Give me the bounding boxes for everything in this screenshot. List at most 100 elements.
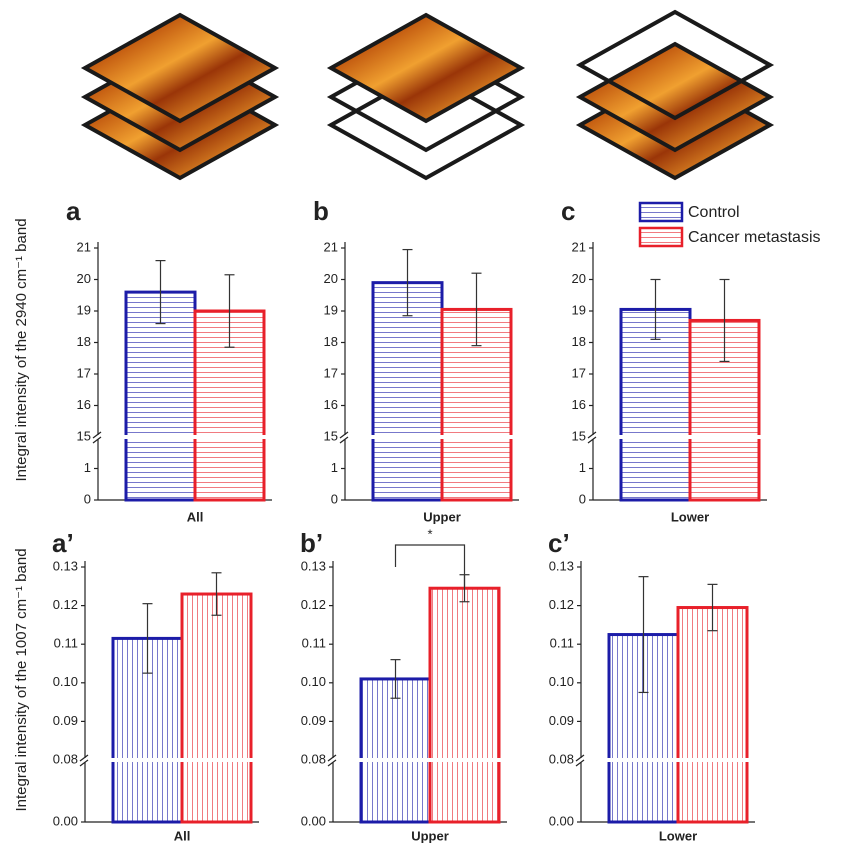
y-tick-label: 0.09 [549,713,574,728]
y-tick-label: 0.11 [302,636,326,651]
y-tick-label: 0 [331,491,338,506]
significance-bracket [394,544,466,587]
break-mark [587,431,597,439]
bar [371,281,444,502]
y-tick-label: 19 [572,302,586,317]
x-tick-label: Lower [671,509,709,524]
y-tick-label: 21 [77,239,91,254]
layer-stacks [80,9,775,181]
y-tick-label: 0.09 [301,713,326,728]
error-bar [719,278,730,362]
y-tick-label: 18 [572,334,586,349]
break-mark [587,436,597,444]
axis-break [327,758,507,762]
panel-label: a’ [52,528,74,558]
break-mark [575,754,585,762]
legend-label: Control [688,204,740,221]
y-tick-label: 0.10 [53,674,78,689]
error-bar [155,260,166,325]
break-mark [575,759,585,767]
y-tick-label: 0.13 [301,558,326,573]
layer [575,41,775,153]
y-tick-label: 0.00 [53,813,78,828]
bar [359,677,432,824]
y-tick-label: 17 [324,365,338,380]
y-tick-label: 0.08 [549,751,574,766]
y-tick-label: 20 [572,271,586,286]
x-tick-label: Upper [423,509,461,524]
panel-label: a [66,196,81,226]
y-axis-label: Integral intensity of the 2940 cm⁻¹ band [13,218,30,481]
y-tick-label: 0 [84,491,91,506]
panel-label: c [561,196,575,226]
y-tick-label: 16 [77,397,91,412]
y-tick-label: 17 [572,365,586,380]
axis-break [79,758,259,762]
error-bar [650,278,661,340]
bar [180,592,253,824]
y-tick-label: 1 [579,460,586,475]
legend-swatch [638,226,684,248]
x-tick-label: Upper [411,828,449,843]
x-tick-label: Lower [659,828,697,843]
panel-label: b [313,196,329,226]
y-axis-label: Integral intensity of the 1007 cm⁻¹ band [13,548,30,811]
legend-label: Cancer metastasis [688,229,821,246]
axis-break [339,435,519,439]
y-tick-label: 0.00 [301,813,326,828]
y-tick-label: 0 [579,491,586,506]
break-mark [92,431,102,439]
y-tick-label: 16 [572,397,586,412]
significance-label: * [427,526,432,541]
x-tick-label: All [187,509,204,524]
layer [326,12,526,124]
break-mark [327,759,337,767]
y-tick-label: 15 [572,428,586,443]
y-tick-label: 0.10 [549,674,574,689]
error-bar [638,576,649,694]
axis-break [587,435,767,439]
y-tick-label: 19 [77,302,91,317]
y-tick-label: 18 [324,334,338,349]
y-tick-label: 15 [324,428,338,443]
error-bar [402,248,413,317]
y-tick-label: 17 [77,365,91,380]
y-tick-label: 0.12 [549,597,574,612]
error-bar [142,603,153,674]
y-tick-label: 0.13 [549,558,574,573]
y-tick-label: 0.08 [53,751,78,766]
layer [326,69,526,181]
y-tick-label: 0.11 [54,636,78,651]
axis-break [92,435,272,439]
break-mark [339,431,349,439]
y-tick-label: 20 [324,271,338,286]
y-tick-label: 16 [324,397,338,412]
legend-swatch [638,201,684,223]
bar [428,586,501,824]
y-tick-label: 0.09 [53,713,78,728]
error-bar [211,572,222,616]
y-tick-label: 21 [572,239,586,254]
error-bar [707,583,718,632]
break-mark [92,436,102,444]
y-tick-label: 1 [84,460,91,475]
axis-break [575,758,755,762]
y-tick-label: 0.13 [53,558,78,573]
y-tick-label: 15 [77,428,91,443]
y-tick-label: 1 [331,460,338,475]
error-bar [224,274,235,348]
break-mark [79,759,89,767]
error-bar [471,272,482,347]
layer [80,12,280,124]
y-tick-label: 18 [77,334,91,349]
bar [124,290,197,502]
y-tick-label: 0.11 [550,636,574,651]
bar [619,307,692,502]
panel-label: b’ [300,528,323,558]
break-mark [79,754,89,762]
error-bar [390,659,401,699]
break-mark [327,754,337,762]
y-tick-label: 0.12 [53,597,78,612]
y-tick-label: 0.12 [301,597,326,612]
